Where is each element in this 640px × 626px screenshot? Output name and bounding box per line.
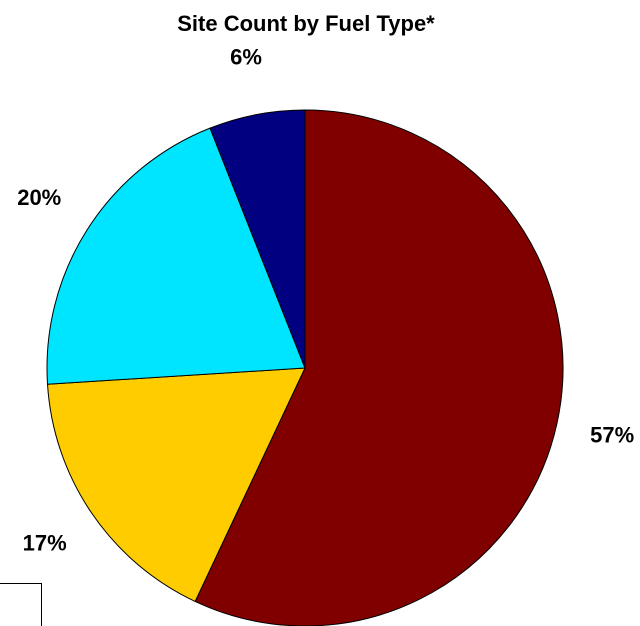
pie-slice: [46, 367, 306, 603]
slice-label: 17%: [23, 531, 67, 556]
pie-slice: [46, 127, 306, 385]
pie-slice: [194, 109, 564, 626]
pie-slice: [209, 109, 306, 369]
slice-label: 6%: [230, 45, 262, 70]
slice-label: 20%: [17, 185, 61, 210]
legend-box-edge: [0, 583, 42, 626]
slice-label: 57%: [590, 422, 634, 447]
chart-title: Site Count by Fuel Type*: [177, 11, 435, 36]
